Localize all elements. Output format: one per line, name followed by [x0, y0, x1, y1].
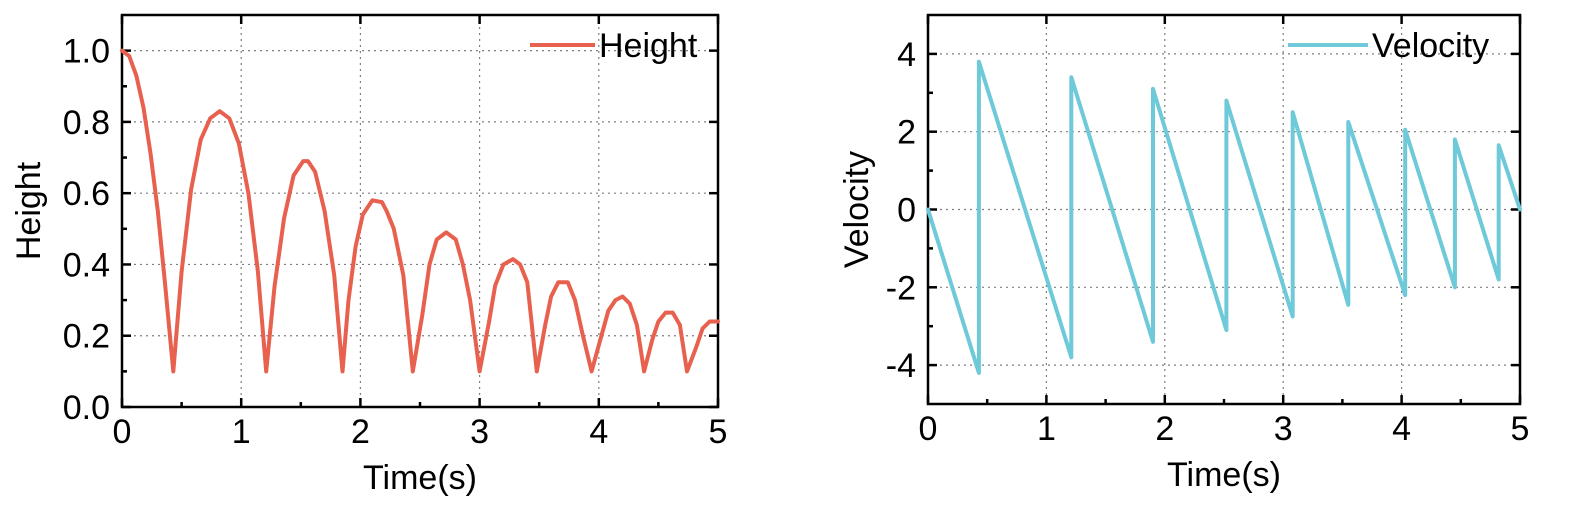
- y-axis-label: Height: [10, 161, 48, 260]
- plot-frame: [120, 13, 720, 409]
- x-tick-label: 0: [113, 413, 132, 451]
- y-tick-label: 0: [897, 192, 916, 230]
- x-tick-label: 0: [919, 410, 938, 448]
- y-tick-label: 2: [897, 114, 916, 152]
- y-tick-label: 0.4: [63, 246, 110, 284]
- x-tick-label: 1: [232, 413, 251, 451]
- series-line-velocity: [926, 59, 1522, 375]
- x-axis-label: Time(s): [363, 459, 477, 497]
- y-tick-label: -2: [886, 269, 916, 307]
- x-axis-label: Time(s): [1167, 456, 1281, 494]
- x-tick-label: 5: [709, 413, 728, 451]
- legend-label: Velocity: [1372, 27, 1489, 65]
- x-tick-label: 4: [1392, 410, 1411, 448]
- y-tick-label: -4: [886, 347, 916, 385]
- x-tick-label: 5: [1511, 410, 1530, 448]
- y-tick-label: 0.8: [63, 104, 110, 142]
- x-tick-label: 1: [1037, 410, 1056, 448]
- x-tick-label: 2: [1155, 410, 1174, 448]
- y-tick-label: 0.2: [63, 318, 110, 356]
- x-tick-label: 4: [589, 413, 608, 451]
- y-axis-label: Velocity: [838, 151, 876, 268]
- velocity-chart-panel: 0 1 2 3 4 5 -4 -2 0 2 4 Time(s) Velocity Velocity: [838, 13, 1530, 494]
- y-tick-label: 0.0: [63, 389, 110, 427]
- x-tick-label: 3: [1274, 410, 1293, 448]
- height-chart-panel: 0 1 2 3 4 5 0.0 0.2 0.4 0.6 0.8 1.0 Time(s) Height Hei…: [10, 13, 728, 497]
- y-tick-label: 0.6: [63, 175, 110, 213]
- x-tick-label: 2: [351, 413, 370, 451]
- series-line-height: [120, 48, 720, 374]
- y-tick-label: 1.0: [63, 33, 110, 71]
- legend-label: Height: [599, 27, 698, 65]
- x-tick-label: 3: [470, 413, 489, 451]
- y-tick-label: 4: [897, 36, 916, 74]
